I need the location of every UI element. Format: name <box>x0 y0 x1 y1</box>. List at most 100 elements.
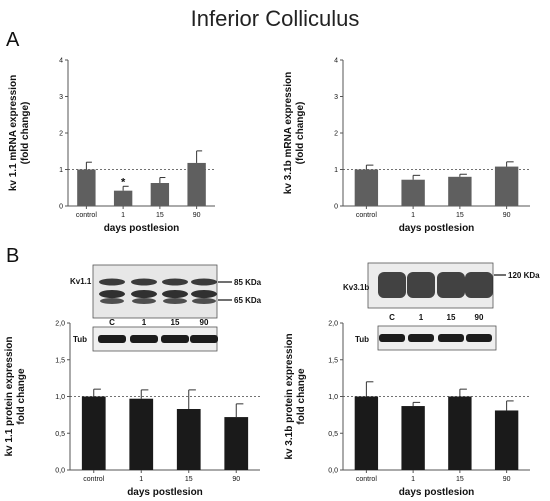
y-tick-label: 3 <box>59 94 63 101</box>
panel-label-a: A <box>6 29 20 51</box>
y-tick-label: 2,0 <box>55 321 65 328</box>
bar <box>129 398 154 470</box>
blot-kv31b-lane-labels: C 1 15 90 <box>389 313 484 322</box>
band-65kda <box>100 298 124 304</box>
band-65kda <box>163 298 187 304</box>
band-mid <box>191 290 217 298</box>
x-tick-label: 15 <box>456 476 464 483</box>
band-85kda <box>162 278 188 286</box>
band-65kda <box>192 298 216 304</box>
marker-85kda-label: 85 KDa <box>234 278 262 287</box>
tubulin-band <box>98 335 126 343</box>
blot-kv11-lane-labels: C 1 15 90 <box>109 318 209 327</box>
tubulin-band <box>408 334 434 342</box>
lane-label: 1 <box>142 318 147 327</box>
blot-kv31b-bands <box>378 272 493 298</box>
band-65kda <box>132 298 156 304</box>
y-axis-label-line: (fold change) <box>20 102 31 165</box>
band-mid <box>99 290 125 298</box>
y-tick-label: 4 <box>59 58 63 65</box>
bar <box>401 179 425 206</box>
band-85kda <box>131 278 157 286</box>
y-axis-label-line: fold change <box>16 368 27 425</box>
figure-title: Inferior Colliculus <box>191 6 360 31</box>
tubulin-band <box>438 334 464 342</box>
x-tick-label: 15 <box>456 212 464 219</box>
chart-kv11-protein: 0,0 0,5 1,0 1,5 2,0 control 1 15 90 days postlesi… <box>4 321 260 498</box>
tubulin-band <box>161 335 189 343</box>
band-120kda <box>407 272 435 298</box>
tubulin-band <box>190 335 218 343</box>
y-tick-label: 4 <box>334 58 338 65</box>
bar <box>81 396 106 470</box>
x-tick-label: 15 <box>156 212 164 219</box>
x-axis-label: days postlesion <box>399 223 475 234</box>
blot-kv31b-tubulin-label: Tub <box>355 335 369 344</box>
bar <box>494 166 519 206</box>
bar <box>113 190 133 206</box>
bar <box>354 396 379 470</box>
band-85kda <box>99 278 125 286</box>
tubulin-band <box>130 335 158 343</box>
chart-kv31b-mrna: 0 1 2 3 4 control 1 15 90 days postlesion kv 3.1b … <box>283 58 530 234</box>
band-120kda <box>378 272 406 298</box>
y-tick-label: 2 <box>334 131 338 138</box>
y-axis-label-line: (fold change) <box>295 102 306 165</box>
lane-label: 1 <box>419 313 424 322</box>
bar <box>401 406 425 470</box>
y-tick-label: 0,0 <box>328 468 338 475</box>
bar <box>354 169 379 206</box>
x-axis-label: days postlesion <box>127 487 203 498</box>
bar <box>150 183 170 206</box>
y-tick-label: 0 <box>334 204 338 211</box>
y-axis-label: kv 1.1 protein expressionfold change <box>4 336 27 456</box>
blot-kv31b-target-label: Kv3.1b <box>343 283 369 292</box>
lane-label: 15 <box>171 318 180 327</box>
y-tick-label: 1,5 <box>55 357 65 364</box>
band-120kda <box>465 272 493 298</box>
blot-kv11-tubulin-label: Tub <box>73 335 87 344</box>
y-axis-label: kv 3.1b protein expressionfold change <box>284 333 307 459</box>
y-tick-label: 2,0 <box>328 321 338 328</box>
x-tick-label: 90 <box>232 476 240 483</box>
y-axis-label: kv 1.1 mRNA expression(fold change) <box>8 75 31 191</box>
marker-120kda-label: 120 KDa <box>508 271 540 280</box>
x-tick-label: 1 <box>411 476 415 483</box>
bar <box>494 410 519 470</box>
y-tick-label: 0,5 <box>328 431 338 438</box>
y-tick-label: 0,0 <box>55 468 65 475</box>
x-tick-label: control <box>76 212 97 219</box>
blot-kv11: Kv1.1 85 KDa 65 KDa C 1 15 90 Tub <box>70 264 262 352</box>
y-axis-label-line: kv 1.1 protein expression <box>4 336 15 456</box>
blot-kv11-tubulin-bands <box>98 335 218 343</box>
x-axis-label: days postlesion <box>399 487 475 498</box>
y-tick-label: 1 <box>334 167 338 174</box>
bar <box>187 162 206 206</box>
tubulin-band <box>466 334 492 342</box>
chart-kv11-mrna: 0 1 2 3 4 control 1 * 15 90 days postlesion kv 1.1 … <box>8 58 215 234</box>
x-tick-label: control <box>356 476 377 483</box>
band-120kda <box>437 272 465 298</box>
y-tick-label: 1 <box>59 167 63 174</box>
x-tick-label: control <box>356 212 377 219</box>
bar <box>224 417 249 470</box>
y-axis-label-line: kv 3.1b mRNA expression <box>283 72 294 194</box>
band-mid <box>131 290 157 298</box>
band-85kda <box>191 278 217 286</box>
lane-label: 90 <box>200 318 209 327</box>
x-tick-label: 1 <box>121 212 125 219</box>
y-tick-label: 2 <box>59 131 63 138</box>
x-axis-label: days postlesion <box>104 223 180 234</box>
y-tick-label: 1,0 <box>328 394 338 401</box>
y-axis-label: kv 3.1b mRNA expression(fold change) <box>283 72 306 194</box>
panel-label-b: B <box>6 245 19 267</box>
x-tick-label: 90 <box>503 476 511 483</box>
x-tick-label: 90 <box>503 212 511 219</box>
bar <box>77 169 96 206</box>
lane-label: C <box>389 313 395 322</box>
y-tick-label: 0,5 <box>55 431 65 438</box>
bar <box>448 176 472 206</box>
x-tick-label: 1 <box>411 212 415 219</box>
marker-65kda-label: 65 KDa <box>234 296 262 305</box>
